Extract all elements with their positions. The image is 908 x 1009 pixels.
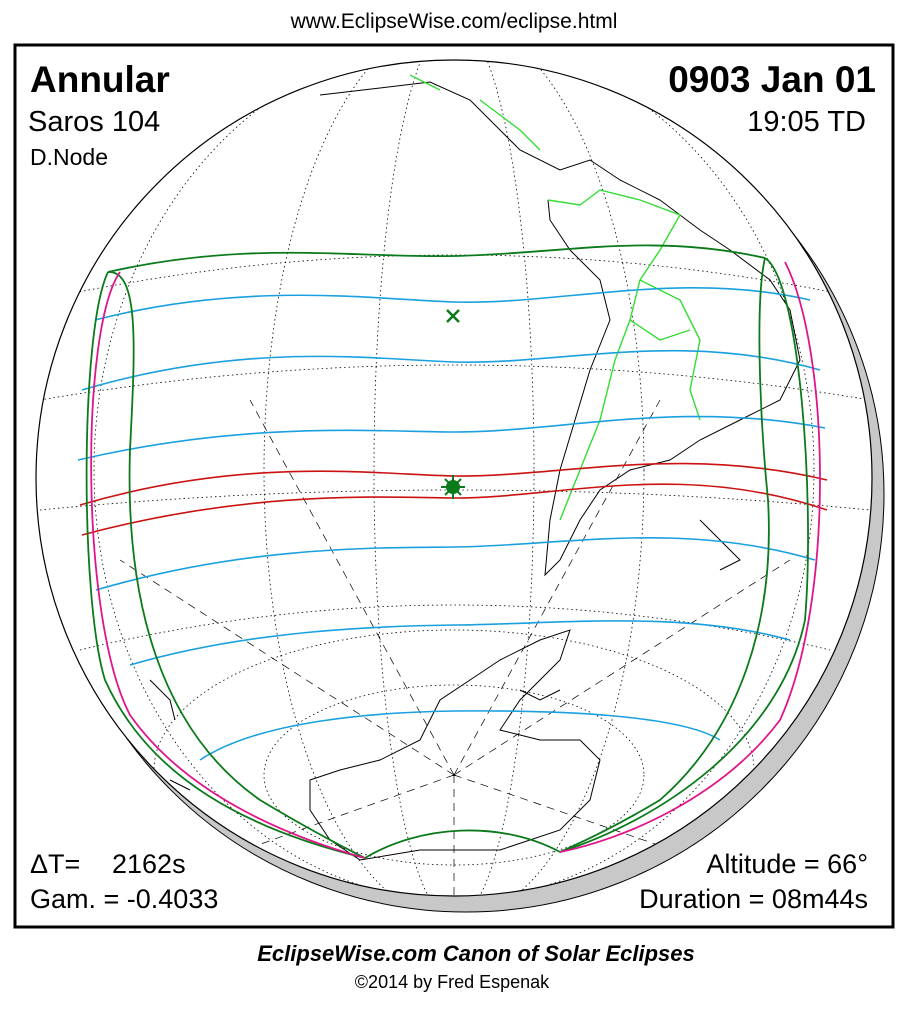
node: D.Node	[30, 144, 108, 170]
greatest-duration-marker	[446, 309, 460, 323]
greatest-eclipse-marker	[441, 475, 465, 499]
saros: Saros 104	[28, 106, 160, 138]
copyright: ©2014 by Fred Espenak	[355, 972, 550, 992]
credits-title: EclipseWise.com Canon of Solar Eclipses	[257, 941, 695, 966]
url: www.EclipseWise.com/eclipse.html	[290, 10, 618, 33]
eclipse-type: Annular	[30, 59, 170, 100]
eclipse-path	[77, 244, 828, 859]
globe	[35, 59, 885, 913]
graticule	[39, 60, 871, 896]
time: 19:05 TD	[747, 106, 866, 138]
delta-t-label: ΔT=	[30, 849, 80, 879]
delta-t-value: 2162s	[112, 849, 186, 879]
duration: Duration = 08m44s	[639, 884, 868, 914]
date: 0903 Jan 01	[668, 59, 876, 100]
gamma: Gam. = -0.4033	[30, 884, 218, 914]
frame	[13, 43, 895, 929]
altitude: Altitude = 66°	[706, 849, 868, 879]
continents	[149, 74, 801, 861]
